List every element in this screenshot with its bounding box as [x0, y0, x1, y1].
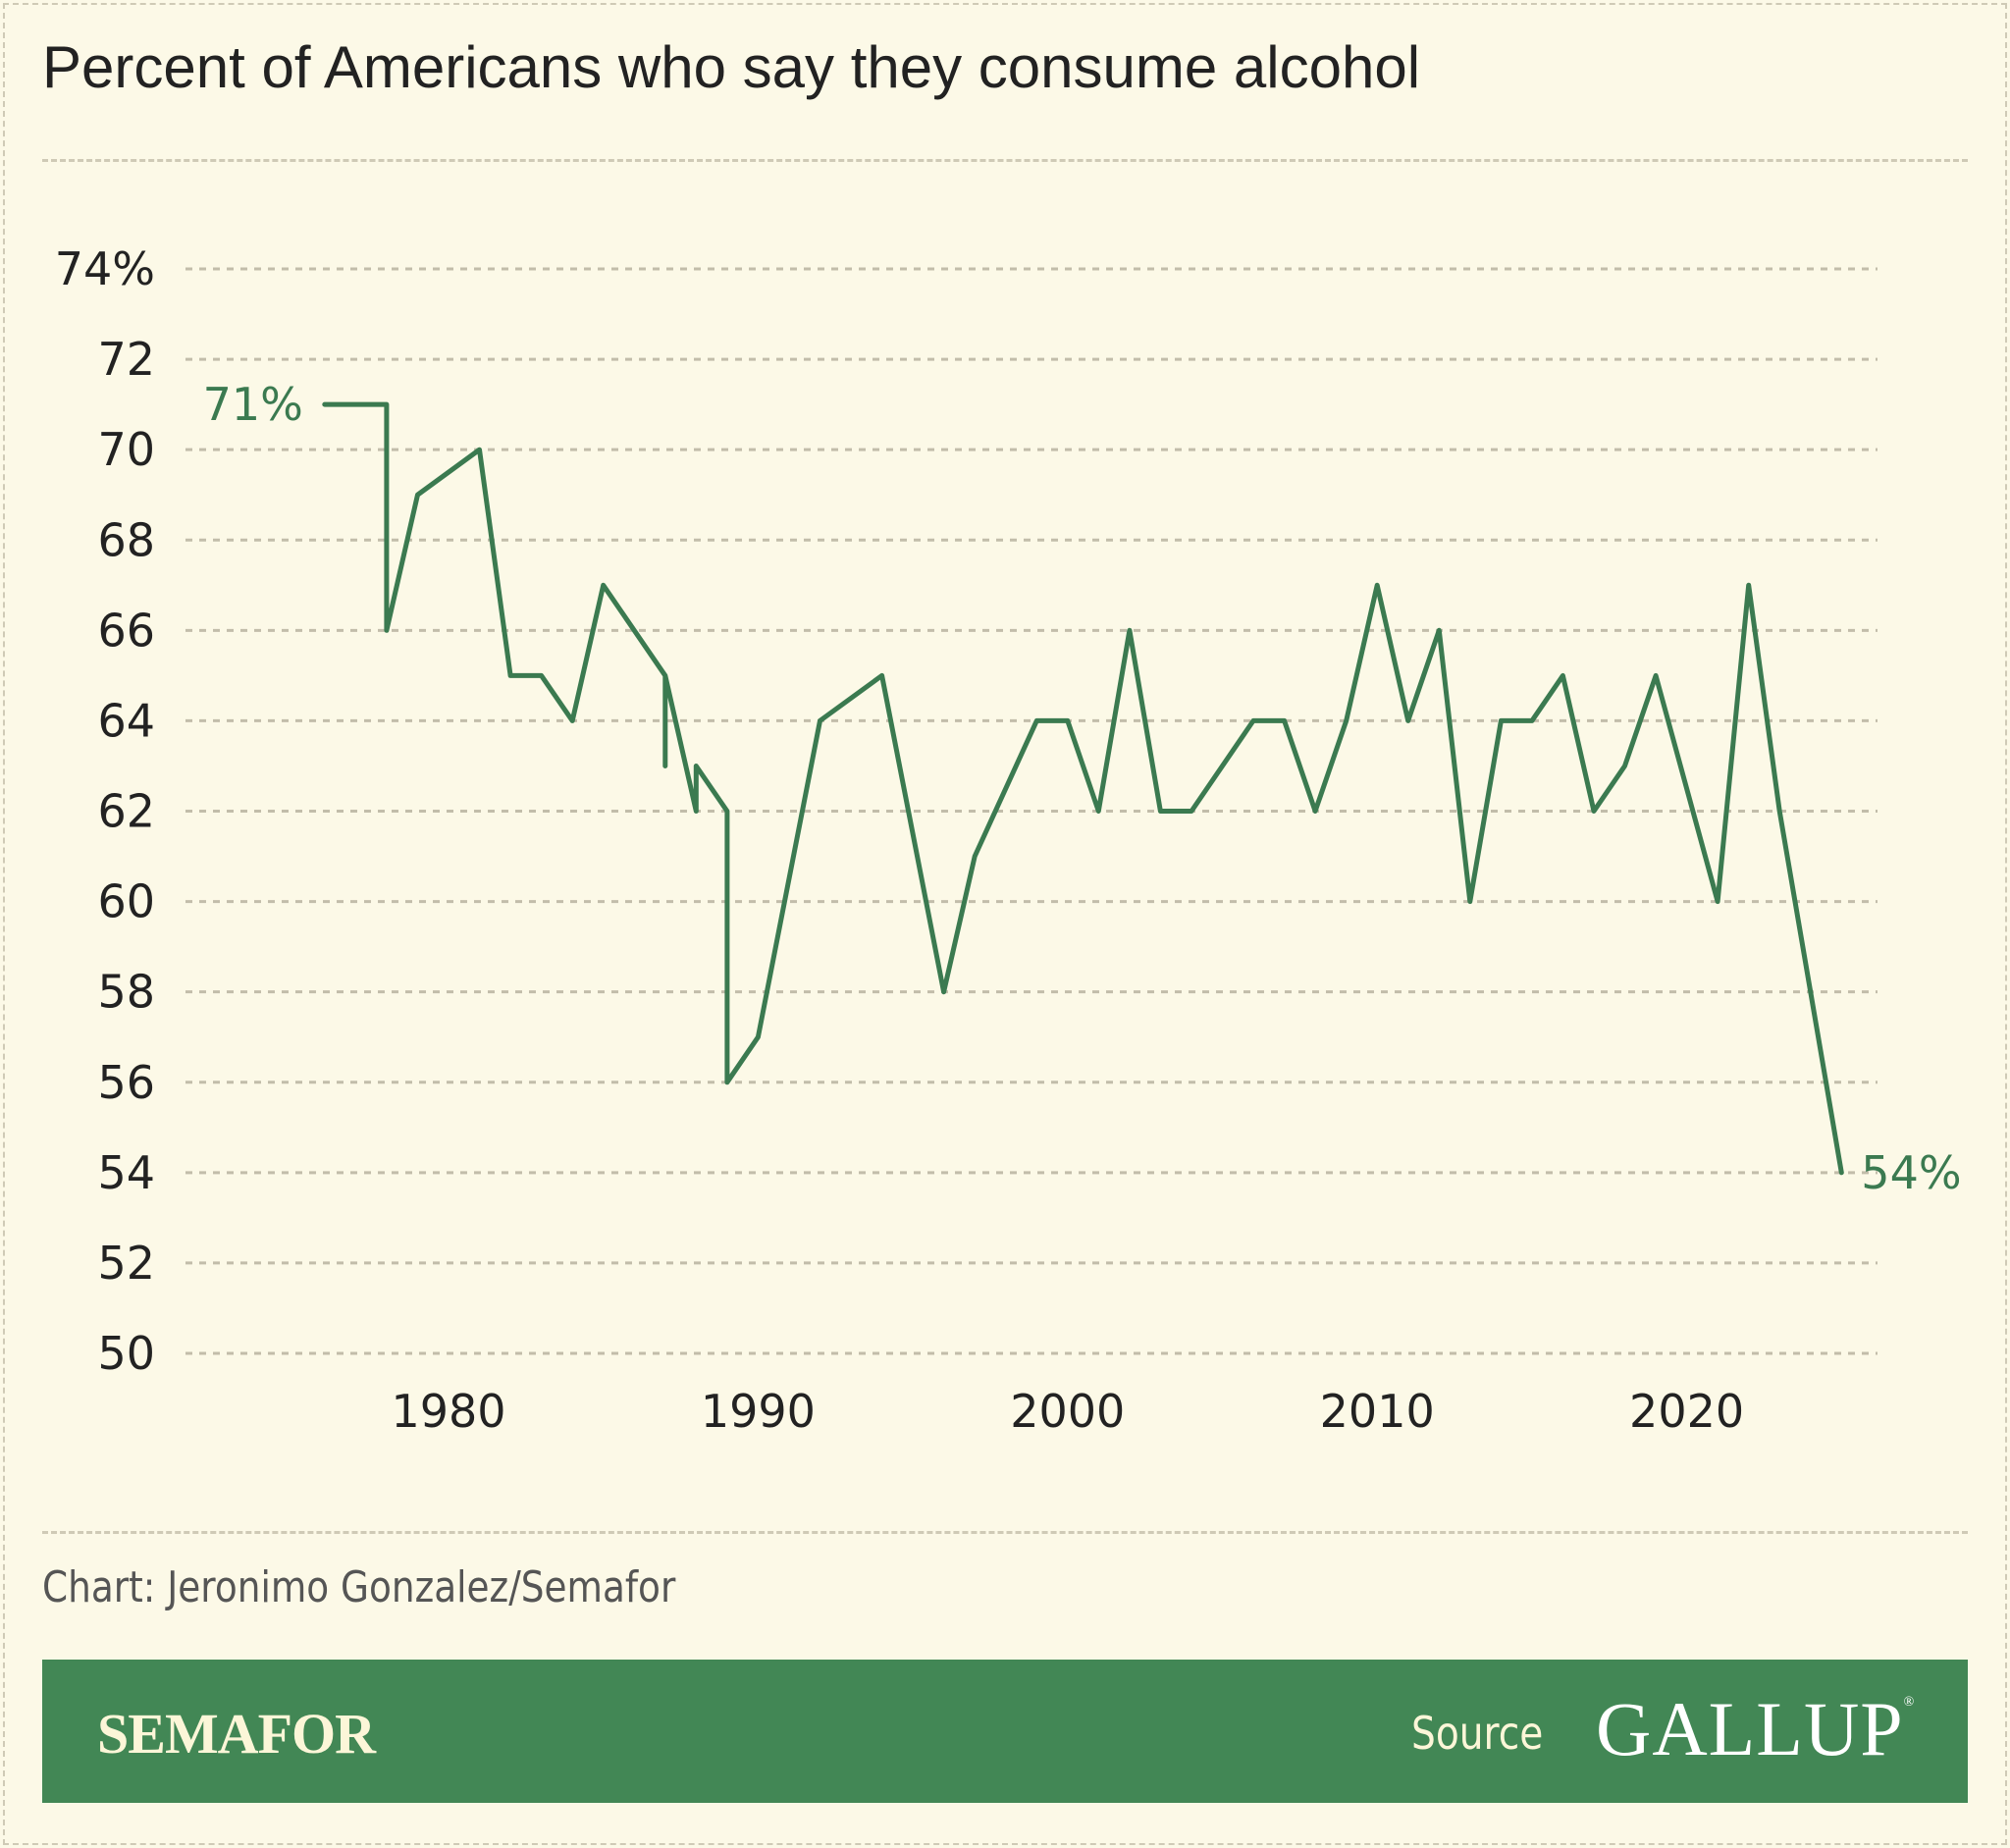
bottom-divider: [42, 1531, 1968, 1534]
y-tick-label: 52: [97, 1237, 155, 1290]
x-tick-label: 2000: [1010, 1385, 1125, 1438]
value-annotation: 71%: [203, 378, 303, 431]
top-divider: [42, 159, 1968, 162]
data-line: [322, 401, 1844, 1176]
gallup-logo: GALLUP®: [1596, 1686, 1916, 1771]
y-tick-label: 60: [97, 875, 155, 928]
footer-band: SEMAFOR Source GALLUP®: [42, 1660, 1968, 1803]
y-tick-label: 64: [97, 694, 155, 747]
chart-credit: Chart: Jeronimo Gonzalez/Semafor: [42, 1562, 676, 1612]
source-label: Source: [1411, 1707, 1544, 1760]
x-tick-label: 1980: [391, 1385, 505, 1438]
y-tick-label: 66: [97, 604, 155, 657]
y-tick-label: 72: [97, 333, 155, 386]
y-tick-label: 50: [97, 1327, 155, 1380]
y-tick-label: 54: [97, 1146, 155, 1199]
chart-title: Percent of Americans who say they consum…: [42, 34, 1421, 100]
y-tick-label: 68: [97, 513, 155, 566]
value-annotation: 54%: [1861, 1146, 1961, 1199]
chart-border: [3, 3, 2007, 1845]
x-tick-label: 1990: [701, 1385, 816, 1438]
y-tick-label: 70: [97, 423, 155, 476]
y-tick-label: 74%: [55, 242, 155, 295]
x-tick-label: 2010: [1320, 1385, 1435, 1438]
y-tick-label: 58: [97, 966, 155, 1019]
semafor-logo: SEMAFOR: [97, 1702, 376, 1766]
y-tick-label: 62: [97, 785, 155, 838]
y-tick-label: 56: [97, 1056, 155, 1109]
x-tick-label: 2020: [1629, 1385, 1744, 1438]
